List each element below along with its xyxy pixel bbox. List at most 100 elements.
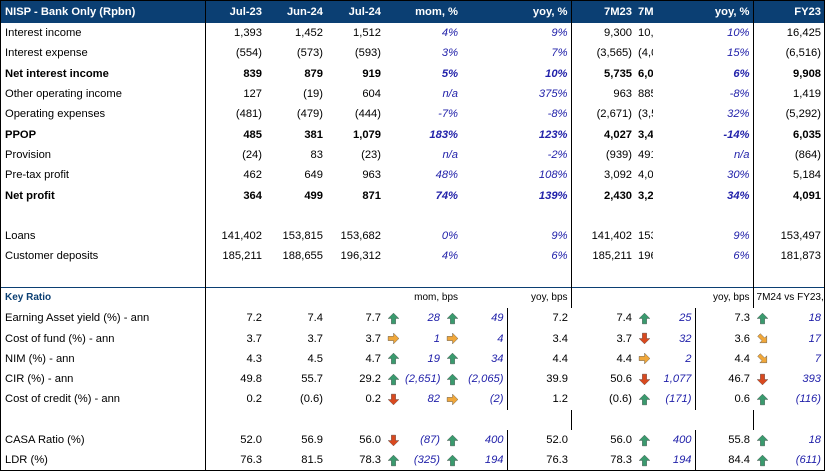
value: 39.9 — [506, 369, 572, 390]
value: 78.3 — [610, 454, 633, 467]
value: 81.5 — [301, 454, 323, 467]
value: 10,189 — [638, 27, 654, 40]
bps-value: 18 — [808, 312, 822, 325]
arrow-up-icon — [443, 308, 461, 328]
pct-value: 6% — [551, 250, 568, 263]
arrow-up-icon — [384, 450, 402, 470]
value: 84.4 — [694, 450, 754, 471]
arrow-up-icon — [384, 369, 402, 389]
row-label: NIM (%) - ann — [5, 352, 75, 365]
value: 2,430 — [570, 185, 636, 206]
value: 56.0 — [359, 434, 381, 447]
pct-value: 9% — [551, 27, 568, 40]
value: (24) — [204, 144, 265, 166]
arrow-down-icon — [384, 389, 402, 409]
row-label: PPOP — [5, 128, 37, 141]
row-label: Loans — [5, 230, 36, 243]
bps-value: 194 — [672, 454, 692, 467]
pct-value: n/a — [733, 148, 750, 161]
value: 381 — [304, 128, 323, 141]
bps-value: (87) — [420, 434, 440, 447]
cell — [265, 286, 326, 309]
pct-value: 4% — [441, 27, 459, 40]
arrow-up-icon — [635, 450, 653, 470]
row-label: Customer deposits — [5, 250, 99, 263]
value: 153,815 — [282, 230, 323, 243]
bps-value: 49 — [491, 312, 504, 325]
value: (0.6) — [609, 393, 633, 406]
table-row: NISP - Bank Only (Rpbn) Jul-23 Jun-24 Jul-2… — [1, 1, 825, 23]
pct-value: -8% — [729, 88, 750, 101]
cell — [570, 286, 636, 309]
pct-value: 123% — [538, 128, 568, 141]
pct-value: 30% — [727, 169, 750, 182]
table-row: Provision(24)83(23)n/a-2%(939)491n/a(864… — [1, 144, 825, 166]
value: 153,682 — [340, 230, 381, 243]
cell — [752, 205, 825, 226]
cell — [204, 286, 265, 309]
value: 4.4 — [616, 352, 633, 365]
value: 78.3 — [359, 454, 381, 467]
pct-value: 74% — [435, 189, 459, 202]
arrow-up-icon — [753, 450, 771, 470]
cell — [326, 410, 384, 430]
bps-value: 1 — [433, 332, 440, 345]
key-ratio-title: Key Ratio — [1, 286, 205, 309]
value: 963 — [362, 169, 381, 182]
pct-value: 48% — [435, 169, 459, 182]
bps-value: 18 — [808, 434, 822, 447]
value: 76.3 — [506, 450, 572, 471]
cell — [461, 410, 571, 430]
value: (19) — [303, 88, 323, 101]
arrow-right-icon — [443, 389, 461, 409]
pct-value: n/a — [442, 88, 459, 101]
value: 181,873 — [752, 246, 825, 267]
pct-value: -7% — [438, 108, 459, 121]
pct-value: 15% — [727, 47, 750, 60]
value: 0.2 — [204, 389, 265, 410]
table-row: NIM (%) - ann 4.3 4.5 4.7 19 34 4.4 4.4 2 4.4 7 — [1, 348, 824, 370]
bps-value: 82 — [427, 393, 440, 406]
pct-value: n/a — [442, 148, 459, 161]
value: 1,393 — [204, 23, 265, 44]
bps-value: 28 — [427, 312, 440, 325]
pct-value: 9% — [733, 230, 750, 243]
value: 56.0 — [610, 434, 633, 447]
pct-value: -14% — [723, 128, 750, 141]
row-label: Cost of credit (%) - ann — [5, 393, 121, 406]
col-header: Jul-23 — [204, 1, 265, 23]
value: 49.8 — [204, 369, 265, 390]
value: 491 — [638, 148, 653, 161]
value: 188,655 — [282, 250, 323, 263]
arrow-up-icon — [443, 369, 461, 389]
pct-value: 6% — [733, 250, 750, 263]
row-label: LDR (%) — [5, 454, 48, 467]
pct-value: 10% — [727, 27, 750, 40]
value: 55.8 — [694, 429, 754, 451]
table-row: CASA Ratio (%) 52.0 56.9 56.0 (87) 400 52.0 56.… — [1, 429, 824, 451]
pct-value: 375% — [538, 88, 568, 101]
value: (3,535) — [638, 108, 653, 121]
col-header: FY23 — [752, 1, 825, 23]
table-row: Interest income 1,393 1,452 1,512 4% 9% 9,300 1… — [1, 23, 825, 44]
value: 3.4 — [506, 328, 572, 349]
value: (0.6) — [299, 393, 323, 406]
value: 3.7 — [307, 332, 323, 345]
value: 83 — [310, 148, 323, 161]
col-header: 7M24 — [635, 1, 654, 23]
value: 153,497 — [752, 225, 825, 247]
value: (479) — [296, 108, 323, 121]
cell — [265, 267, 326, 288]
value: 55.7 — [301, 373, 323, 386]
row-label: Provision — [5, 148, 52, 161]
bps-value: (2) — [489, 393, 504, 406]
row-label: Pre-tax profit — [5, 169, 70, 182]
arrow-right-icon — [384, 328, 402, 348]
value: 871 — [362, 189, 381, 202]
col-header: Jul-24 — [326, 1, 384, 23]
pct-value: 34% — [727, 189, 750, 202]
arrow-up-icon — [635, 389, 653, 409]
pct-value: 6% — [733, 67, 750, 80]
cell — [635, 286, 654, 309]
value: 56.9 — [301, 434, 323, 447]
